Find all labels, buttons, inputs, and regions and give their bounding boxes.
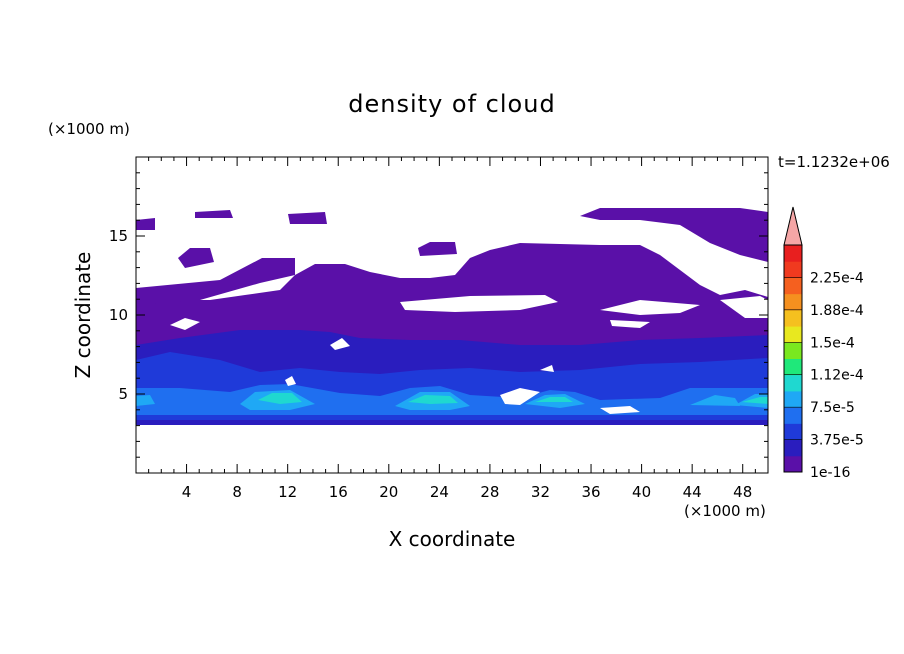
colorbar-segment	[784, 439, 802, 457]
colorbar-label: 2.25e-4	[810, 270, 864, 286]
colorbar-segment	[784, 326, 802, 343]
contour-patch-left-2	[195, 210, 233, 218]
colorbar-label: 1.12e-4	[810, 368, 864, 384]
x-tick-label: 12	[278, 483, 297, 501]
x-tick-label: 48	[733, 483, 752, 501]
contour-band-left	[136, 258, 295, 305]
y-tick-label: 10	[109, 306, 128, 324]
y-tick-label: 15	[109, 227, 128, 245]
x-tick-label: 44	[683, 483, 702, 501]
colorbar-extend-arrow	[783, 206, 803, 246]
y-unit: (×1000 m)	[48, 120, 130, 138]
colorbar: 1e-16 3.75e-5 7.5e-5 1.12e-4 1.5e-4 1.88e-4 2.…	[783, 206, 864, 481]
x-tick-label: 20	[379, 483, 398, 501]
contour-patch-left-1	[136, 218, 155, 230]
colorbar-segment	[784, 261, 802, 278]
x-tick-label: 36	[581, 483, 600, 501]
colorbar-label: 1.88e-4	[810, 303, 864, 319]
colorbar-segment	[784, 309, 802, 327]
x-tick-label: 8	[232, 483, 242, 501]
x-tick-label: 28	[480, 483, 499, 501]
colorbar-label: 7.5e-5	[810, 400, 855, 416]
y-tick-label: 5	[118, 385, 128, 403]
x-tick-label: 4	[182, 483, 192, 501]
colorbar-label: 1.5e-4	[810, 335, 855, 351]
colorbar-label: 1e-16	[810, 465, 850, 481]
contour-patch-left-4	[178, 248, 214, 268]
x-unit: (×1000 m)	[684, 502, 766, 520]
y-ticks: 5 10 15	[109, 172, 768, 458]
x-tick-label: 24	[430, 483, 449, 501]
colorbar-segment	[784, 423, 802, 441]
colorbar-segment	[784, 277, 802, 295]
colorbar-segment	[784, 390, 802, 408]
x-tick-label: 40	[632, 483, 651, 501]
contour-patch-left-3	[288, 212, 327, 224]
colorbar-segment	[784, 245, 802, 262]
time-label: t=1.1232e+06	[778, 153, 890, 171]
contour-patch-left-5	[418, 242, 457, 256]
colorbar-segment	[784, 374, 802, 392]
colorbar-segment	[784, 358, 802, 376]
x-tick-label: 16	[329, 483, 348, 501]
contour-patch-upper-right	[580, 208, 768, 262]
colorbar-segment	[784, 407, 802, 424]
y-axis-label: Z coordinate	[71, 252, 95, 379]
chart-title: density of cloud	[348, 90, 555, 118]
colorbar-segment	[784, 455, 802, 473]
x-tick-label: 32	[531, 483, 550, 501]
contour-field	[136, 208, 768, 425]
colorbar-segment	[784, 293, 802, 311]
colorbar-segment	[784, 342, 802, 359]
x-axis-label: X coordinate	[389, 527, 516, 551]
x-ticks: 4 8 12 16 20 24 28 32 36 40 44 48	[148, 157, 756, 501]
colorbar-label: 3.75e-5	[810, 433, 864, 449]
